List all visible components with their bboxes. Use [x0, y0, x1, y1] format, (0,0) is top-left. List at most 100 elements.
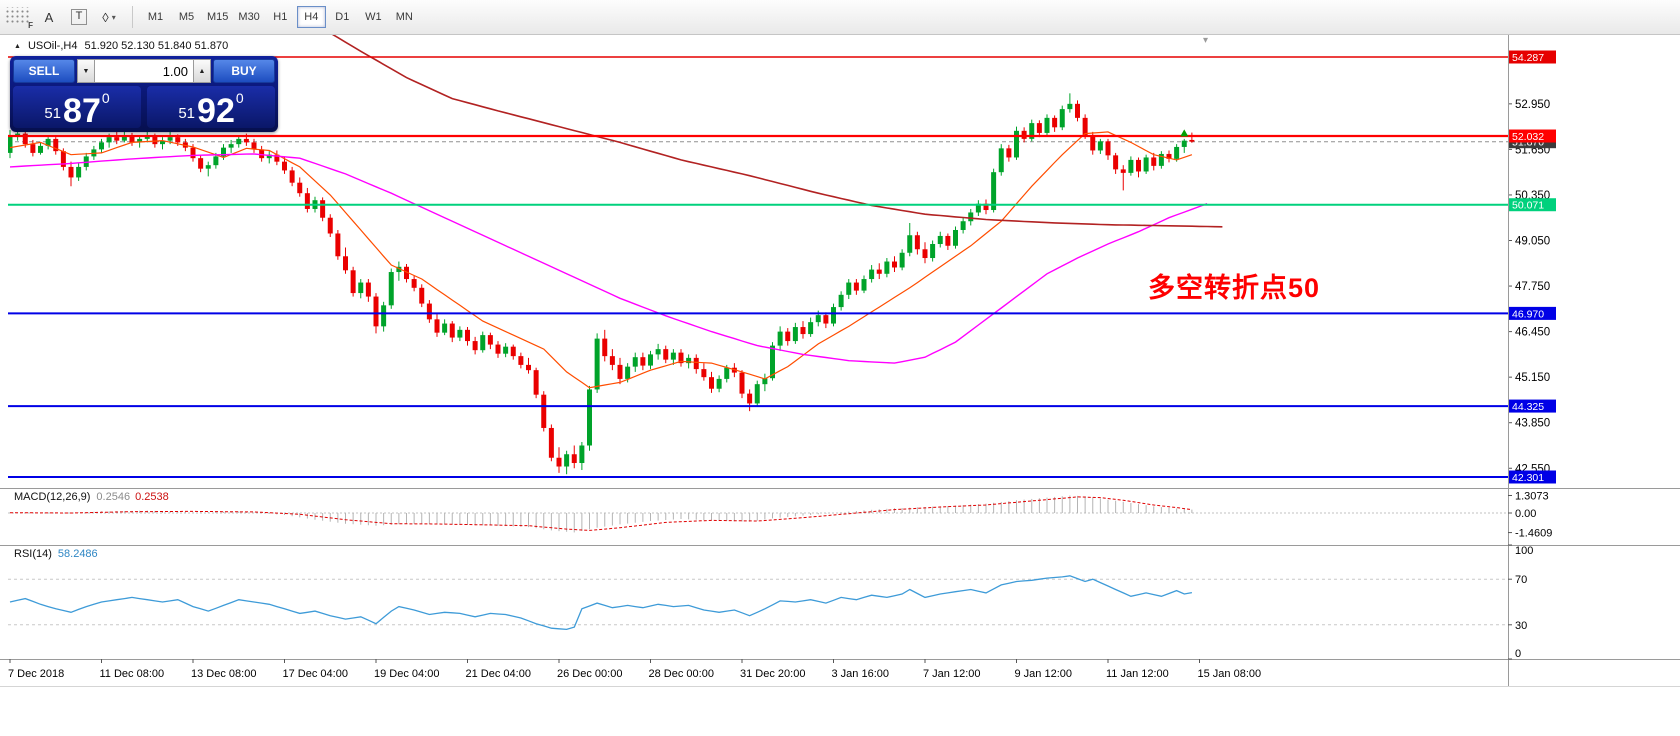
timeframe-h1-button[interactable]: H1: [266, 6, 295, 28]
trade-panel-quotes: 51 87 0 51 92 0: [13, 86, 275, 128]
svg-text:21 Dec 04:00: 21 Dec 04:00: [466, 668, 531, 680]
macd-indicator-label: MACD(12,26,9) 0.2546 0.2538: [14, 491, 169, 503]
shapes-tool-button[interactable]: ◊ ▾: [97, 5, 121, 29]
ma-medium-line: [9, 153, 1208, 364]
svg-text:9 Jan 12:00: 9 Jan 12:00: [1015, 668, 1073, 680]
rsi-panel: [8, 575, 1508, 631]
volume-stepper: ▼ ▲: [77, 59, 211, 83]
svg-text:1.3073: 1.3073: [1515, 490, 1549, 502]
chart-text-annotation: 多空转折点50: [1148, 273, 1321, 303]
rsi-name: RSI(14): [14, 548, 52, 560]
svg-text:45.150: 45.150: [1515, 372, 1550, 384]
trade-panel-controls: SELL ▼ ▲ BUY: [13, 59, 275, 83]
svg-text:50.071: 50.071: [1512, 200, 1544, 212]
ma-fast-line: [9, 131, 1193, 389]
buy-price-big: 92: [197, 91, 235, 130]
svg-text:11 Jan 12:00: 11 Jan 12:00: [1106, 668, 1169, 680]
rsi-line: [9, 575, 1193, 631]
svg-text:19 Dec 04:00: 19 Dec 04:00: [374, 668, 439, 680]
chart-menu-chevron-icon[interactable]: ▾: [1203, 35, 1209, 46]
svg-text:44.325: 44.325: [1512, 401, 1544, 413]
svg-text:47.750: 47.750: [1515, 281, 1550, 293]
macd-histogram: [9, 495, 1193, 533]
rsi-indicator-label: RSI(14) 58.2486: [14, 548, 98, 560]
ma-slow-line: [331, 35, 1223, 228]
volume-decrease-button[interactable]: ▼: [77, 59, 95, 83]
sell-price-small: 51: [44, 105, 62, 122]
timeframe-w1-button[interactable]: W1: [359, 6, 388, 28]
svg-text:3 Jan 16:00: 3 Jan 16:00: [832, 668, 890, 680]
svg-text:43.850: 43.850: [1515, 418, 1550, 430]
timeframe-m5-button[interactable]: M5: [172, 6, 201, 28]
chart-symbol-period: USOil-,H4: [27, 40, 78, 52]
svg-text:7 Dec 2018: 7 Dec 2018: [8, 668, 64, 680]
macd-value-main: 0.2546: [96, 491, 131, 503]
svg-text:30: 30: [1515, 620, 1527, 632]
dropdown-caret-icon: ▾: [111, 12, 116, 22]
volume-input[interactable]: [95, 59, 193, 83]
svg-text:13 Dec 08:00: 13 Dec 08:00: [191, 668, 256, 680]
rsi-value: 58.2486: [57, 548, 98, 560]
grid-f-label: F: [28, 21, 33, 30]
timeframe-m30-button[interactable]: M30: [234, 6, 263, 28]
svg-text:11 Dec 08:00: 11 Dec 08:00: [100, 668, 165, 680]
chart-title: ▲ USOil-,H4 51.920 52.130 51.840 51.870: [14, 40, 228, 52]
buy-price-display[interactable]: 51 92 0: [147, 86, 275, 128]
svg-text:100: 100: [1515, 545, 1533, 557]
svg-text:49.050: 49.050: [1515, 236, 1550, 248]
text-tool-button-glyph: T: [70, 9, 88, 25]
svg-text:46.970: 46.970: [1512, 308, 1544, 320]
svg-text:-1.4609: -1.4609: [1515, 528, 1552, 540]
symbol-triangle-icon: ▲: [14, 42, 21, 50]
arrow-tool-button[interactable]: A: [37, 5, 61, 29]
price-scale[interactable]: 52.95051.65050.35049.05047.75046.45045.1…: [1508, 50, 1556, 484]
svg-text:54.287: 54.287: [1512, 52, 1544, 64]
time-scale[interactable]: 7 Dec 2018 11 Dec 08:00 13 Dec 08:00 17 Dec…: [8, 659, 1261, 680]
svg-text:15 Jan 08:00: 15 Jan 08:00: [1198, 668, 1262, 680]
toolbar: F A T ◊ ▾ M1 M5 M15 M30 H1 H4 D1 W1 MN: [0, 0, 1680, 35]
dotted-grid-tool-icon[interactable]: F: [4, 7, 33, 30]
timeframe-m15-button[interactable]: M15: [203, 6, 232, 28]
shapes-tool-button-glyph: ◊: [102, 9, 109, 25]
timeframe-m1-button[interactable]: M1: [141, 6, 170, 28]
timeframe-h4-button[interactable]: H4: [296, 6, 326, 28]
one-click-trading-panel: SELL ▼ ▲ BUY 51 87 0 51 92 0: [10, 56, 278, 132]
timeframe-mn-button[interactable]: MN: [390, 6, 419, 28]
svg-text:70: 70: [1515, 574, 1527, 586]
svg-text:28 Dec 00:00: 28 Dec 00:00: [649, 668, 714, 680]
svg-text:52.950: 52.950: [1515, 99, 1550, 111]
arrow-tool-button-glyph: A: [44, 9, 54, 25]
macd-value-signal: 0.2538: [135, 491, 169, 503]
main-chart-layer: [8, 35, 1508, 478]
svg-text:31 Dec 20:00: 31 Dec 20:00: [740, 668, 805, 680]
svg-text:26 Dec 00:00: 26 Dec 00:00: [557, 668, 622, 680]
chart-ohlc-values: 51.920 52.130 51.840 51.870: [84, 40, 229, 52]
svg-text:46.450: 46.450: [1515, 327, 1550, 339]
buy-button[interactable]: BUY: [213, 59, 275, 83]
candlesticks: [8, 93, 1195, 475]
sell-price-sup: 0: [101, 90, 110, 106]
svg-text:7 Jan 12:00: 7 Jan 12:00: [923, 668, 981, 680]
sell-button[interactable]: SELL: [13, 59, 75, 83]
drawing-tool-group: A T ◊ ▾: [34, 5, 124, 29]
svg-text:17 Dec 04:00: 17 Dec 04:00: [283, 668, 348, 680]
up-arrow-marker: [1180, 129, 1189, 137]
buy-price-sup: 0: [235, 90, 244, 106]
macd-name: MACD(12,26,9): [14, 491, 91, 503]
buy-price-small: 51: [178, 105, 196, 122]
timeframe-d1-button[interactable]: D1: [328, 6, 357, 28]
macd-panel: [8, 495, 1508, 533]
text-tool-button[interactable]: T: [67, 5, 91, 29]
svg-text:0.00: 0.00: [1515, 508, 1536, 520]
svg-text:52.032: 52.032: [1512, 131, 1544, 143]
svg-text:0: 0: [1515, 648, 1521, 660]
sell-price-display[interactable]: 51 87 0: [13, 86, 141, 128]
timeframe-button-group: M1 M5 M15 M30 H1 H4 D1 W1 MN: [141, 6, 419, 28]
toolbar-separator: [132, 6, 133, 28]
macd-signal-line: [9, 496, 1192, 531]
volume-increase-button[interactable]: ▲: [193, 59, 211, 83]
sell-price-big: 87: [63, 91, 101, 130]
svg-text:42.301: 42.301: [1512, 472, 1544, 484]
